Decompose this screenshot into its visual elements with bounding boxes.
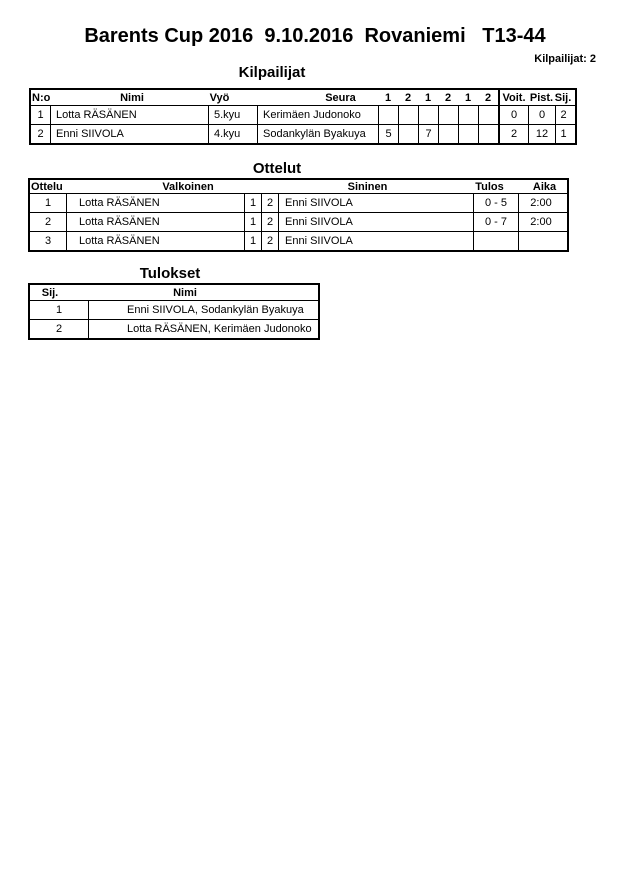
match-row: 2 Lotta RÄSÄNEN 1 2 Enni SIIVOLA 0 - 7 2… [30,212,567,231]
cell-name: Lotta RÄSÄNEN [50,106,208,124]
competitors-table: N:o Nimi Vyö Seura 1 2 1 2 1 2 Voit. Pis… [29,88,577,145]
header-wins: Voit. [498,90,528,105]
cell-competitor: Enni SIIVOLA, Sodankylän Byakuya [88,301,314,319]
match-row: 1 Lotta RÄSÄNEN 1 2 Enni SIIVOLA 0 - 5 2… [30,193,567,212]
header-name: Nimi [120,91,144,104]
cell-blue-score: 2 [261,232,278,250]
header-result: Tulos [475,180,504,193]
competitor-row: 1 Lotta RÄSÄNEN 5.kyu Kerimäen Judonoko … [31,105,575,124]
matches-table: Ottelu Valkoinen Sininen Tulos Aika 1 Lo… [28,178,569,252]
cell-result [473,232,518,250]
header-match: Ottelu [31,180,63,193]
header-score-col: 2 [484,91,492,104]
cell-no: 2 [37,128,44,140]
header-white: Valkoinen [162,180,214,193]
header-belt: Vyö [209,91,230,104]
cell-blue-name: Enni SIIVOLA [278,194,473,212]
cell-rank: 1 [555,125,571,143]
cell-blue-score: 2 [261,213,278,231]
competitor-row: 2 Enni SIIVOLA 4.kyu Sodankylän Byakuya … [31,124,575,143]
header-club: Seura [325,91,356,104]
cell-score [398,125,418,143]
header-score-col: 1 [424,91,432,104]
matches-header-row: Ottelu Valkoinen Sininen Tulos Aika [30,180,567,193]
cell-name: Enni SIIVOLA [50,125,208,143]
cell-white-score: 1 [244,232,261,250]
cell-score [458,106,478,124]
header-points: Pist. [529,91,554,104]
cell-result: 0 - 7 [473,213,518,231]
cell-score [438,125,458,143]
header-score-col: 1 [464,91,472,104]
cell-points: 0 [528,106,555,124]
header-score-col: 2 [404,91,412,104]
results-section-title: Tulokset [139,265,201,282]
cell-white-score: 1 [244,213,261,231]
header-no: N:o [32,91,51,104]
cell-belt: 4.kyu [208,125,257,143]
cell-rank: 2 [555,106,571,124]
page-title: Barents Cup 2016 9.10.2016 Rovaniemi T13… [84,25,546,47]
cell-points: 12 [528,125,555,143]
header-rank: Sij. [41,286,59,299]
cell-no: 1 [37,109,44,121]
cell-competitor: Lotta RÄSÄNEN, Kerimäen Judonoko [88,320,314,338]
header-score-col: 2 [444,91,452,104]
cell-blue-name: Enni SIIVOLA [278,232,473,250]
cell-white-name: Lotta RÄSÄNEN [66,213,244,231]
results-table: Sij. Nimi 1 Enni SIIVOLA, Sodankylän Bya… [28,283,320,340]
cell-score: 7 [418,125,438,143]
result-row: 1 Enni SIIVOLA, Sodankylän Byakuya [30,300,318,319]
cell-time: 2:00 [518,194,563,212]
header-rank: Sij. [554,91,572,104]
cell-match-no: 1 [44,197,52,209]
cell-blue-name: Enni SIIVOLA [278,213,473,231]
cell-score [478,106,498,124]
cell-blue-score: 2 [261,194,278,212]
cell-match-no: 2 [44,216,52,228]
cell-score [378,106,398,124]
cell-time [518,232,563,250]
header-blue: Sininen [347,180,388,193]
cell-wins: 2 [498,125,528,143]
header-name: Nimi [173,286,197,299]
cell-score [418,106,438,124]
matches-section-title: Ottelut [252,160,302,177]
cell-club: Sodankylän Byakuya [257,125,378,143]
competitors-count-label: Kilpailijat: 2 [534,53,596,65]
header-time: Aika [532,180,557,193]
cell-score [438,106,458,124]
results-header-row: Sij. Nimi [30,285,318,300]
cell-score [398,106,418,124]
cell-wins: 0 [498,106,528,124]
cell-score: 5 [378,125,398,143]
cell-white-name: Lotta RÄSÄNEN [66,194,244,212]
cell-score [478,125,498,143]
match-row: 3 Lotta RÄSÄNEN 1 2 Enni SIIVOLA [30,231,567,250]
result-row: 2 Lotta RÄSÄNEN, Kerimäen Judonoko [30,319,318,338]
cell-time: 2:00 [518,213,563,231]
competitors-section-title: Kilpailijat [238,64,306,81]
header-score-col: 1 [384,91,392,104]
competitors-header-row: N:o Nimi Vyö Seura 1 2 1 2 1 2 Voit. Pis… [31,90,575,105]
cell-result: 0 - 5 [473,194,518,212]
cell-club: Kerimäen Judonoko [257,106,378,124]
cell-score [458,125,478,143]
cell-white-name: Lotta RÄSÄNEN [66,232,244,250]
cell-rank: 1 [55,304,63,316]
cell-belt: 5.kyu [208,106,257,124]
cell-match-no: 3 [44,235,52,247]
cell-white-score: 1 [244,194,261,212]
cell-rank: 2 [55,323,63,335]
